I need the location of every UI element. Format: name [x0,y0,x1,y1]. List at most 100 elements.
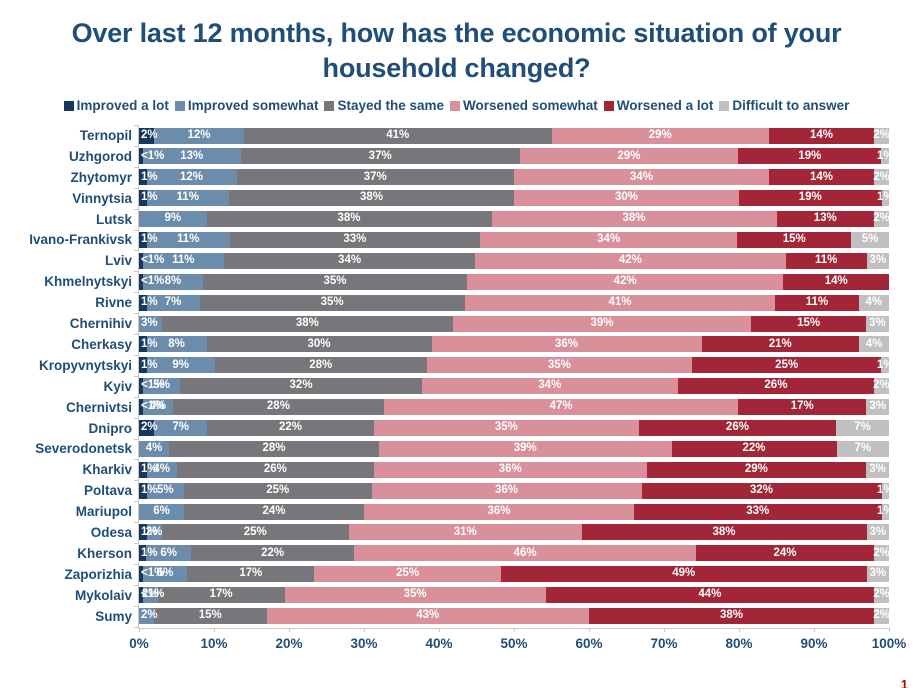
y-axis-tick [134,229,139,231]
bar-value-label: 2% [873,609,890,622]
legend-swatch-icon [603,100,614,111]
bar-segment-worsened-a-lot: 21% [701,336,859,353]
bar-value-label: 8% [168,337,185,350]
bar-segment-worsened-a-lot: 22% [671,440,837,457]
bar-segment-improved-somewhat: 11% [146,190,229,207]
bar-value-label: 36% [494,483,519,496]
bar-segment-improved-a-lot: 2% [139,420,158,436]
bar-segment-worsened-somewhat: 43% [266,608,589,625]
bar-segment-worsened-somewhat: 36% [431,336,702,353]
bar-segment-improved-a-lot: <1% [139,378,164,395]
category-label: Mariupol [75,504,132,520]
bar-value-label: 26% [263,463,287,476]
y-axis-tick [134,459,139,461]
x-axis-tick-label: 90% [800,635,828,651]
category-label: Dnipro [88,420,133,436]
y-axis-tick [134,626,139,628]
bar-value-label: 32% [289,379,313,392]
x-axis-tick [289,627,290,632]
category-label: Kropyvnytskyi [38,357,132,373]
bar-segment-improved-a-lot: 1% [139,524,158,541]
bar-value-label: 30% [614,191,639,204]
legend-swatch-icon [324,100,335,111]
bar-value-label: 46% [513,546,537,559]
bar-value-label: 1% [876,191,894,204]
bar-row-cherkasy: Cherkasy 1% 8% 30% 36% 21% 4% [0,334,889,355]
y-axis-tick [134,125,139,127]
bar-value-label: 22% [261,546,285,559]
bar-segment-difficult-to-answer: 1% [877,148,894,165]
bar-segment-stayed-the-same: 26% [176,461,374,478]
bar-segment-worsened-somewhat: 35% [426,357,692,374]
bar-segment-stayed-the-same: 28% [214,357,427,374]
bar-value-label: 4% [153,463,171,476]
bar-value-label: 3% [869,567,887,580]
legend-swatch-icon [719,100,730,111]
legend-item-difficult-to-answer: Difficult to answer [719,98,849,113]
bar-value-label: 39% [513,442,537,455]
bar-segment-difficult-to-answer: 4% [859,336,889,353]
x-axis-tick [439,627,440,632]
x-axis-tick [589,627,590,632]
stacked-bar: 1% 11% 38% 30% 19% 1% [139,190,894,207]
x-axis-tick [139,627,140,632]
bar-value-label: 41% [386,128,410,141]
bar-segment-worsened-somewhat: 36% [371,482,642,499]
stacked-bar: 1% 12% 37% 34% 14% 2% [139,169,890,186]
bar-segment-worsened-somewhat: 36% [364,503,634,520]
bar-segment-difficult-to-answer: 3% [866,252,889,269]
bar-value-label: 6% [160,546,177,559]
bar-value-label: 11% [177,233,200,246]
bar-value-label: <1% [141,400,165,413]
legend-label: Improved somewhat [187,98,319,114]
stacked-bar: 1% 11% 33% 34% 15% 5% [139,231,889,248]
bar-segment-difficult-to-answer: 3% [866,399,889,416]
bar-segment-improved-a-lot: 1% [139,357,158,374]
stacked-bar: 1% 9% 28% 35% 25% 1% [139,357,893,374]
bar-value-label: 42% [613,275,637,288]
bar-value-label: 9% [164,212,182,225]
bar-segment-improved-somewhat: 11% [142,252,224,269]
bar-value-label: 19% [798,149,822,162]
x-axis-tick [664,627,665,632]
bar-segment-stayed-the-same: 35% [199,294,465,311]
bar-value-label: 35% [547,358,571,371]
legend-swatch-icon [450,100,460,111]
bar-value-label: 2% [873,379,890,392]
bar-segment-improved-somewhat: 6% [139,503,184,520]
bar-segment-improved-somewhat: 8% [142,273,204,290]
bar-value-label: 26% [725,421,749,434]
bar-value-label: 31% [453,525,477,538]
bar-segment-worsened-a-lot: 19% [738,148,882,165]
bar-segment-improved-a-lot: 1% [139,294,158,311]
category-label: Kharkiv [82,462,132,478]
legend-swatch-icon [63,100,74,111]
legend-swatch-icon [174,100,185,111]
legend-label: Stayed the same [337,98,444,114]
bar-segment-improved-a-lot: 1% [139,336,158,353]
x-axis-tick [514,627,515,632]
bar-segment-difficult-to-answer: 7% [835,420,889,436]
stacked-bar: <1% 4% 28% 47% 17% 3% [139,399,889,416]
bar-segment-worsened-somewhat: 46% [354,545,696,562]
bar-segment-worsened-a-lot: 13% [776,211,874,228]
x-axis-tick [364,627,365,632]
bar-value-label: 29% [648,128,672,141]
bar-value-label: 35% [403,588,427,601]
category-label: Mykolaiv [74,587,132,603]
bar-value-label: 5% [153,379,170,392]
x-axis-tick-label: 80% [725,635,753,651]
bar-value-label: 37% [368,149,392,162]
bar-segment-difficult-to-answer: 1% [877,482,894,499]
bar-value-label: 21% [768,337,792,350]
bar-value-label: 2% [873,128,890,141]
bar-segment-difficult-to-answer: 7% [836,440,889,457]
bar-segment-difficult-to-answer: 5% [851,231,889,248]
bar-segment-stayed-the-same: 38% [206,211,492,228]
bar-segment-worsened-somewhat: 29% [519,148,739,165]
category-label: Uzhgorod [69,148,132,164]
bar-value-label: 2% [873,588,890,601]
bar-segment-improved-somewhat: 9% [139,211,207,228]
bar-row-ivano-frankivsk: Ivano-Frankivsk 1% 11% 33% 34% 15% 5% [0,230,889,251]
bar-row-zaporizhia: Zaporizhia <1% 6% 17% 25% 49% 3% [0,564,889,585]
